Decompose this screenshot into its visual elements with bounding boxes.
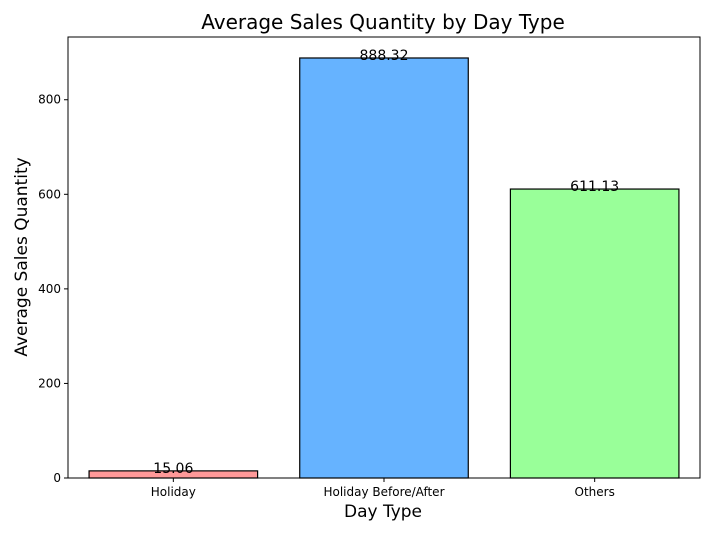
y-tick-label-5: 800 — [38, 93, 61, 107]
x-tick-label-2: Holiday Before/After — [323, 485, 444, 499]
y-tick-label-4: 600 — [38, 187, 61, 201]
y-axis-label: Average Sales Quantity — [12, 157, 32, 356]
x-tick-label-3: Others — [575, 485, 615, 499]
x-axis-label: Day Type — [344, 502, 422, 522]
bar-value-label-2: 888.32 — [360, 48, 409, 64]
bar-3 — [509, 188, 680, 479]
bar-value-label-3: 611.13 — [570, 179, 619, 195]
y-tick-label-3: 400 — [38, 282, 61, 296]
y-tick-label-1: 0 — [53, 471, 61, 485]
x-tick-label-1: Holiday — [151, 485, 196, 499]
chart-title: Average Sales Quantity by Day Type — [201, 10, 565, 34]
plot-area: 15.06 Holiday 888.32 Holiday Before/After 61… — [38, 36, 701, 499]
bar-value-label-1: 15.06 — [153, 461, 193, 477]
plot-frame — [67, 36, 701, 479]
y-tick-label-2: 200 — [38, 376, 61, 390]
bar-2 — [299, 57, 469, 479]
